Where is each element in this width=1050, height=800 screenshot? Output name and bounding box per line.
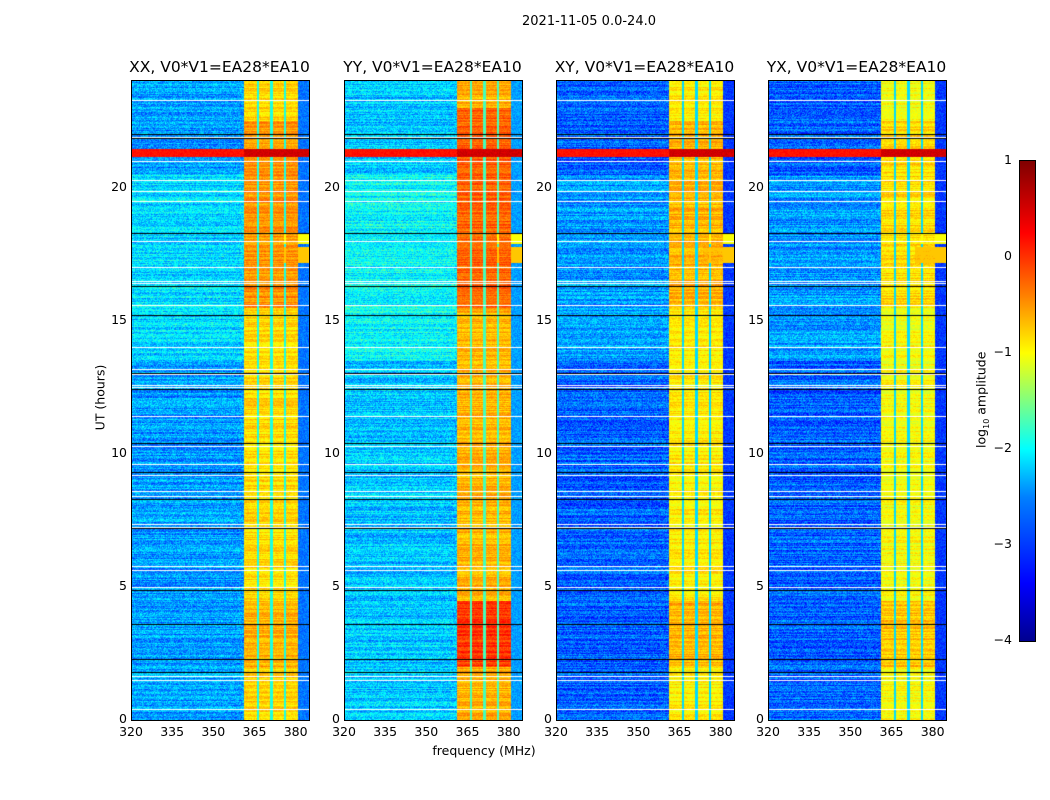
x-tick-label: 335 bbox=[373, 724, 398, 739]
y-tick-label: 10 bbox=[111, 444, 127, 460]
y-tick-label: 5 bbox=[756, 577, 764, 593]
colorbar-tick-label: −4 bbox=[993, 632, 1012, 647]
heatmap-cells-2 bbox=[557, 81, 734, 720]
panel-title-1: YY, V0*V1=EA28*EA10 bbox=[343, 58, 522, 76]
y-tick-label: 0 bbox=[544, 711, 552, 726]
y-tick-label: 20 bbox=[748, 178, 764, 194]
x-tick-label: 365 bbox=[242, 724, 267, 739]
y-tick-label: 0 bbox=[756, 711, 764, 726]
x-tick-label: 335 bbox=[797, 724, 822, 739]
y-tick-label: 10 bbox=[748, 444, 764, 460]
heatmap-panel-1 bbox=[344, 80, 523, 721]
y-tick-label: 15 bbox=[536, 311, 552, 327]
x-tick-label: 365 bbox=[455, 724, 480, 739]
colorbar-tick-label: 0 bbox=[1004, 248, 1012, 263]
y-tick-label: 15 bbox=[324, 311, 340, 327]
figure-title: 2021-11-05 0.0-24.0 bbox=[522, 14, 656, 29]
heatmap-cells-1 bbox=[345, 81, 522, 720]
colorbar-tick-label: −2 bbox=[993, 440, 1012, 455]
heatmap-panel-0 bbox=[131, 80, 310, 721]
x-tick-label: 335 bbox=[585, 724, 610, 739]
panel-title-3: YX, V0*V1=EA28*EA10 bbox=[766, 58, 947, 76]
y-tick-label: 20 bbox=[536, 178, 552, 194]
x-axis-label: frequency (MHz) bbox=[432, 743, 536, 758]
y-tick-label: 10 bbox=[324, 444, 340, 460]
y-tick-label: 10 bbox=[536, 444, 552, 460]
y-tick-label: 0 bbox=[332, 711, 340, 726]
x-tick-label: 320 bbox=[332, 724, 356, 739]
x-tick-label: 335 bbox=[160, 724, 185, 739]
heatmap-panel-3 bbox=[768, 80, 947, 721]
x-tick-label: 380 bbox=[708, 724, 733, 739]
colorbar-tick-label: −1 bbox=[993, 344, 1012, 359]
heatmap-cells-0 bbox=[132, 81, 309, 720]
panel-title-2: XY, V0*V1=EA28*EA10 bbox=[554, 58, 735, 76]
x-tick-label: 350 bbox=[838, 724, 863, 739]
y-tick-label: 20 bbox=[111, 178, 127, 194]
x-tick-label: 320 bbox=[756, 724, 780, 739]
y-tick-label: 15 bbox=[111, 311, 127, 327]
heatmap-panel-2 bbox=[556, 80, 735, 721]
colorbar-tick-label: 1 bbox=[1004, 152, 1012, 167]
y-tick-label: 15 bbox=[748, 311, 764, 327]
y-tick-label: 5 bbox=[544, 577, 552, 593]
x-tick-label: 380 bbox=[920, 724, 945, 739]
colorbar-tick-label: −3 bbox=[993, 536, 1012, 551]
x-tick-label: 365 bbox=[667, 724, 692, 739]
x-tick-label: 320 bbox=[544, 724, 568, 739]
y-tick-label: 20 bbox=[324, 178, 340, 194]
x-tick-label: 365 bbox=[879, 724, 904, 739]
x-tick-label: 350 bbox=[626, 724, 651, 739]
x-tick-label: 320 bbox=[119, 724, 143, 739]
heatmap-cells-3 bbox=[769, 81, 946, 720]
colorbar bbox=[1019, 160, 1036, 642]
x-tick-label: 350 bbox=[201, 724, 226, 739]
x-tick-label: 380 bbox=[496, 724, 521, 739]
panel-title-0: XX, V0*V1=EA28*EA10 bbox=[129, 58, 310, 76]
y-tick-label: 5 bbox=[332, 577, 340, 593]
y-tick-label: 5 bbox=[119, 577, 127, 593]
y-tick-label: 0 bbox=[119, 711, 127, 726]
y-axis-label: UT (hours) bbox=[92, 364, 108, 431]
x-tick-label: 350 bbox=[414, 724, 439, 739]
x-tick-label: 380 bbox=[283, 724, 308, 739]
